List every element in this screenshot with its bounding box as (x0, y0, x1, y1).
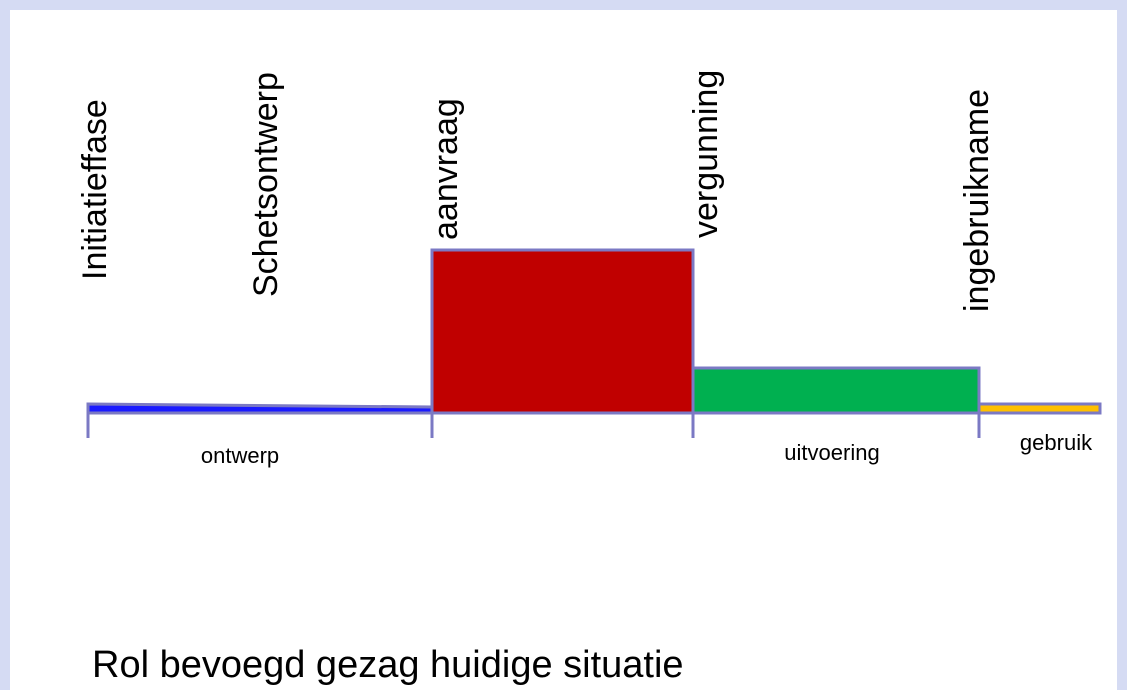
use-bar (977, 402, 1102, 415)
timeline-ticks (86, 413, 981, 438)
phase-label: ontwerp (201, 443, 279, 468)
phase-label: gebruik (1020, 430, 1093, 455)
milestone-label: aanvraag (427, 98, 465, 240)
milestone-label: Schetsontwerp (247, 72, 285, 297)
execution-block (691, 366, 981, 415)
milestone-label: vergunning (687, 70, 725, 238)
milestone-label: ingebruikname (958, 89, 996, 312)
permit-block (430, 248, 695, 415)
design-bar (86, 402, 434, 415)
phase-label: uitvoering (784, 440, 879, 465)
milestone-label: Initiatieffase (76, 99, 114, 280)
slide-title: Rol bevoegd gezag huidige situatie (92, 644, 684, 686)
